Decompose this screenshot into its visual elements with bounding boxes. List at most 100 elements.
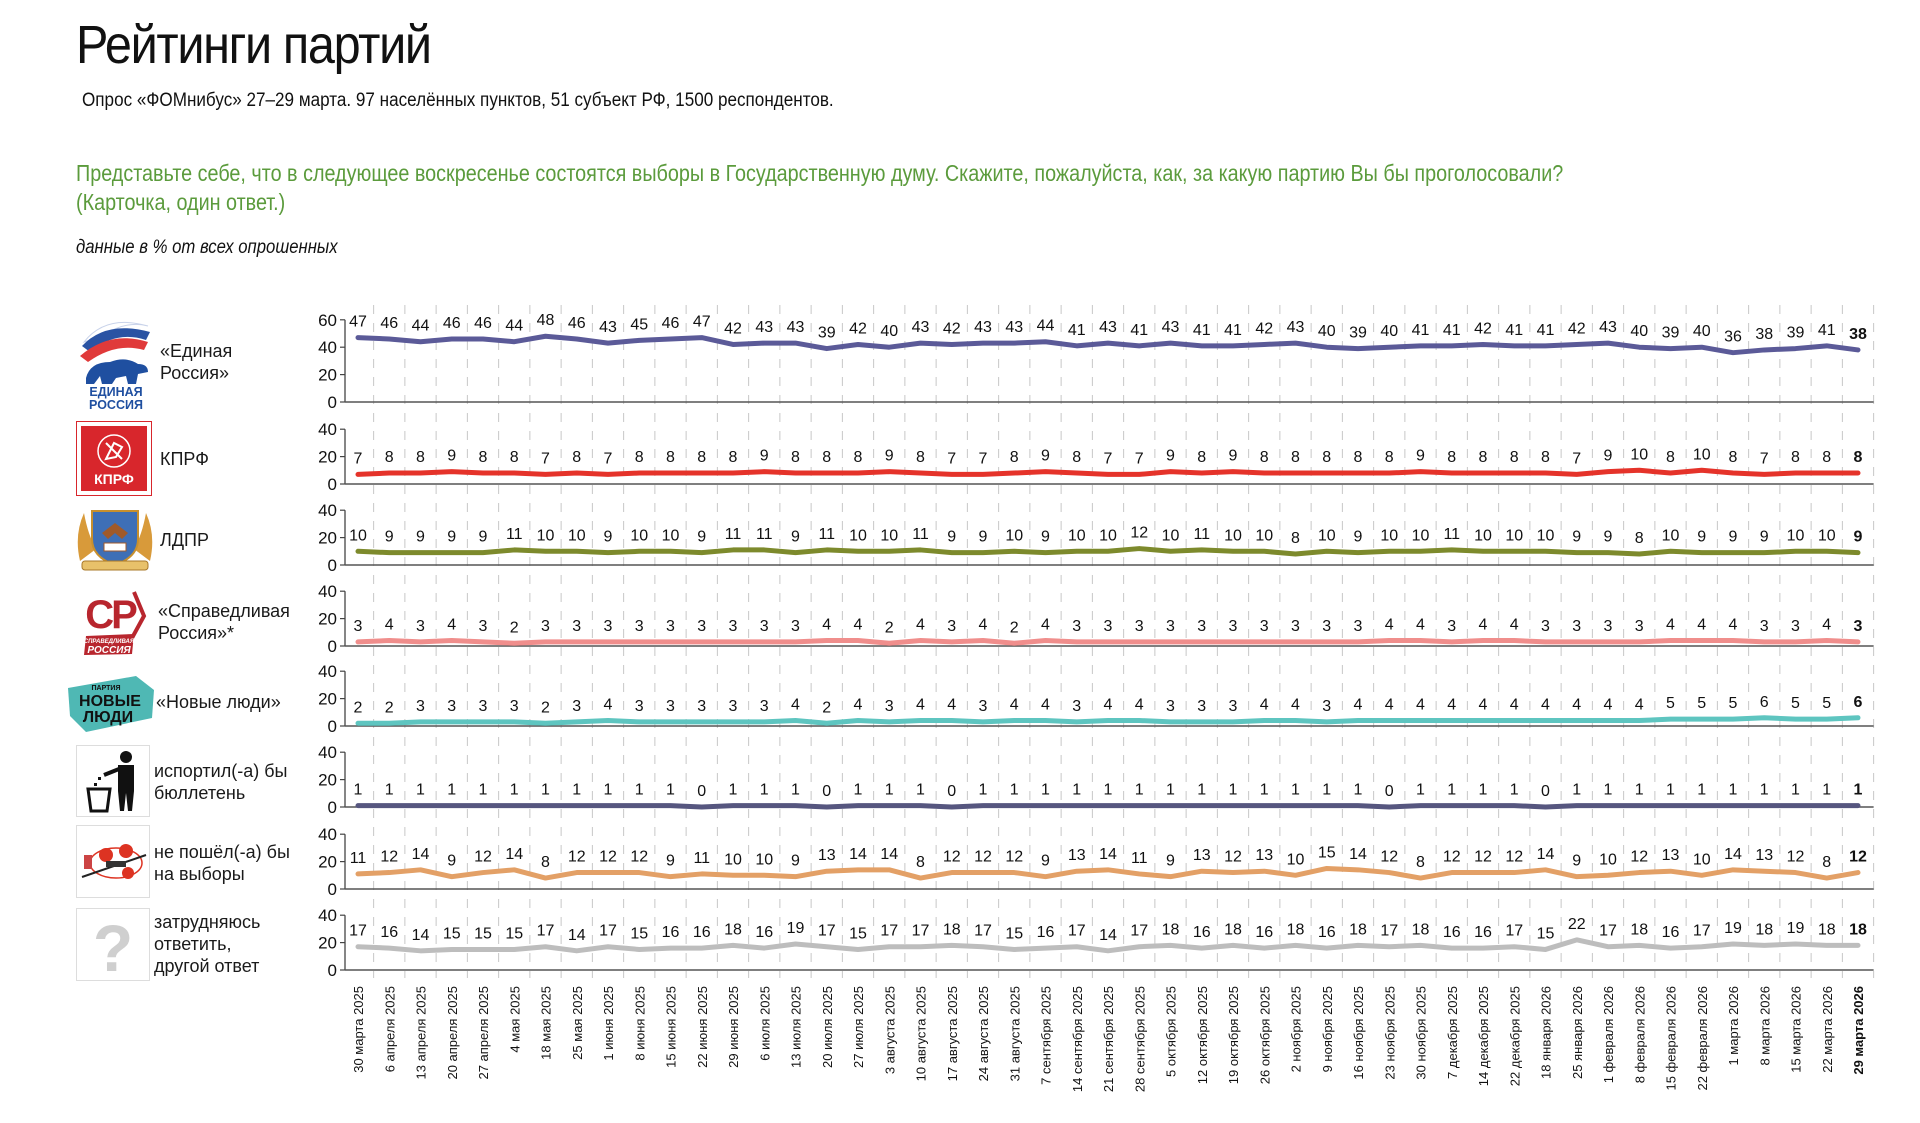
data-label: 9 <box>1854 529 1863 546</box>
data-label: 46 <box>474 315 492 332</box>
series-line <box>355 803 1861 810</box>
data-label: 13 <box>1255 847 1273 864</box>
data-label: 4 <box>1729 617 1738 634</box>
data-label: 1 <box>729 782 738 799</box>
data-label: 10 <box>1505 527 1523 544</box>
x-tick-label: 4 мая 2025 <box>507 986 522 1053</box>
data-label: 8 <box>1541 449 1550 466</box>
data-label: 1 <box>1479 782 1488 799</box>
data-label: 3 <box>479 618 488 635</box>
data-label: 1 <box>510 782 519 799</box>
data-label: 15 <box>630 925 648 942</box>
data-label: 11 <box>818 526 835 543</box>
new-people-logo-text-1: ПАРТИЯ <box>91 685 120 692</box>
x-tick-label: 7 сентября 2025 <box>1039 986 1054 1085</box>
data-label: 8 <box>572 449 581 466</box>
data-label: 1 <box>1291 782 1300 799</box>
data-label: 3 <box>1197 618 1206 635</box>
data-label: 8 <box>479 449 488 466</box>
data-label: 48 <box>537 312 555 329</box>
units-note: данные в % от всех опрошенных <box>76 237 338 258</box>
y-tick-label: 0 <box>328 961 337 980</box>
data-label: 3 <box>635 618 644 635</box>
data-label: 7 <box>1104 450 1113 467</box>
data-label: 3 <box>572 618 581 635</box>
data-label: 41 <box>1505 322 1523 339</box>
x-tick-label: 23 ноября 2025 <box>1382 986 1397 1080</box>
y-tick-label: 40 <box>318 743 337 762</box>
data-label: 8 <box>1354 449 1363 466</box>
x-tick-label: 18 мая 2025 <box>539 986 554 1060</box>
data-label: 10 <box>1412 527 1430 544</box>
data-label: 1 <box>541 782 550 799</box>
data-label: 17 <box>537 923 555 940</box>
data-label: 16 <box>1193 924 1211 941</box>
data-label: 4 <box>1666 617 1675 634</box>
data-label: 4 <box>822 617 831 634</box>
data-label: 1 <box>1854 782 1863 799</box>
data-label: 2 <box>541 699 550 716</box>
x-tick-label: 19 октября 2025 <box>1226 986 1241 1084</box>
x-tick-label: 9 ноября 2025 <box>1320 986 1335 1072</box>
data-label: 15 <box>443 925 461 942</box>
data-label: 11 <box>1193 526 1210 543</box>
data-label: 8 <box>1322 449 1331 466</box>
data-label: 18 <box>724 921 742 938</box>
data-label: 18 <box>1224 921 1242 938</box>
data-label: 1 <box>1729 782 1738 799</box>
data-label: 1 <box>1197 782 1206 799</box>
data-label: 17 <box>1380 923 1398 940</box>
data-label: 3 <box>510 698 519 715</box>
data-label: 8 <box>791 449 800 466</box>
y-tick-label: 0 <box>328 717 337 736</box>
data-label: 4 <box>1135 697 1144 714</box>
data-label: 1 <box>916 782 925 799</box>
data-label: 5 <box>1729 695 1738 712</box>
x-tick-label: 22 февраля 2026 <box>1695 986 1710 1091</box>
data-label: 3 <box>447 698 456 715</box>
data-label: 40 <box>1380 323 1398 340</box>
data-label: 17 <box>1599 923 1617 940</box>
data-label: 3 <box>572 698 581 715</box>
data-label: 43 <box>1099 319 1117 336</box>
data-label: 4 <box>447 617 456 634</box>
y-tick-label: 0 <box>328 880 337 899</box>
data-label: 42 <box>724 320 742 337</box>
data-label: 4 <box>854 617 863 634</box>
x-tick-label: 20 июля 2025 <box>820 986 835 1068</box>
x-tick-label: 30 марта 2025 <box>351 986 366 1073</box>
data-label: 3 <box>1572 618 1581 635</box>
x-tick-label: 29 июня 2025 <box>726 986 741 1068</box>
data-label: 10 <box>1474 527 1492 544</box>
data-label: 16 <box>1037 924 1055 941</box>
data-label: 11 <box>350 850 367 867</box>
kprf-logo-text: КПРФ <box>94 471 134 487</box>
x-tick-label: 1 марта 2026 <box>1726 986 1741 1066</box>
data-label: 1 <box>1166 782 1175 799</box>
x-tick-label: 13 июля 2025 <box>789 986 804 1068</box>
data-label: 1 <box>479 782 488 799</box>
data-label: 9 <box>1604 529 1613 546</box>
data-label: 3 <box>979 698 988 715</box>
data-label: 43 <box>1599 319 1617 336</box>
data-label: 16 <box>1474 924 1492 941</box>
data-label: 3 <box>1135 618 1144 635</box>
data-label: 4 <box>1354 697 1363 714</box>
data-label: 9 <box>1229 448 1238 465</box>
data-label: 14 <box>1099 927 1117 944</box>
data-label: 8 <box>1822 449 1831 466</box>
data-label: 8 <box>541 854 550 871</box>
data-label: 1 <box>979 782 988 799</box>
data-label: 18 <box>943 921 961 938</box>
data-label: 3 <box>697 618 706 635</box>
series-label-fair-russia: «Справедливая Россия»* <box>158 601 290 643</box>
data-label: 9 <box>416 529 425 546</box>
data-label: 16 <box>1318 924 1336 941</box>
x-tick-label: 8 февраля 2026 <box>1632 986 1647 1083</box>
data-label: 3 <box>416 698 425 715</box>
series-line <box>355 937 1861 954</box>
data-label: 43 <box>787 319 805 336</box>
data-label: 3 <box>1166 698 1175 715</box>
data-label: 16 <box>1255 924 1273 941</box>
data-label: 11 <box>756 526 773 543</box>
